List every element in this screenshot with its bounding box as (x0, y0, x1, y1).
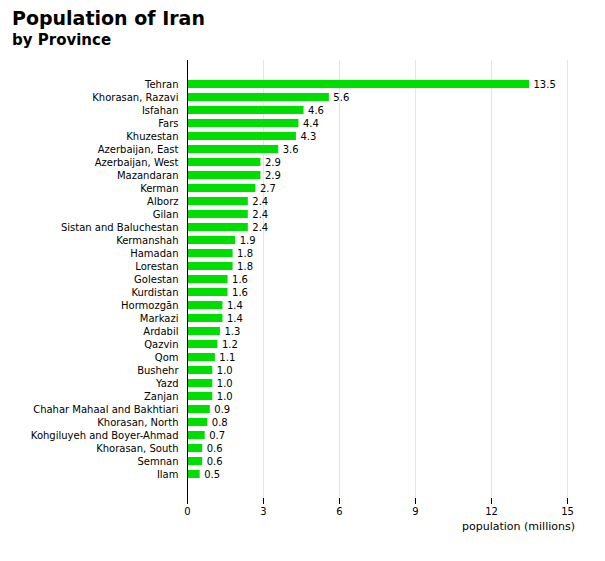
svg-text:Zanjan: Zanjan (144, 391, 179, 402)
svg-text:Hormozgān: Hormozgān (121, 300, 179, 311)
html-text:population (millions): population (millions) (462, 520, 575, 533)
svg-text:Khorasan, South: Khorasan, South (96, 443, 178, 454)
svg-text:2.9: 2.9 (265, 170, 281, 181)
svg-text:Ardabil: Ardabil (143, 326, 178, 337)
svg-text:1.6: 1.6 (232, 274, 248, 285)
svg-text:1.3: 1.3 (224, 326, 240, 337)
svg-text:6: 6 (336, 506, 342, 517)
svg-text:1.8: 1.8 (237, 248, 253, 259)
svg-text:Azerbaijan, West: Azerbaijan, West (95, 157, 179, 168)
svg-text:Alborz: Alborz (147, 196, 178, 207)
svg-text:2.4: 2.4 (252, 196, 268, 207)
svg-text:Azerbaijan, East: Azerbaijan, East (98, 144, 179, 155)
svg-text:2.4: 2.4 (252, 209, 268, 220)
svg-text:1.4: 1.4 (227, 300, 243, 311)
svg-text:4.6: 4.6 (308, 105, 324, 116)
svg-text:13.5: 13.5 (534, 79, 556, 90)
svg-text:15: 15 (561, 506, 574, 517)
svg-text:1.9: 1.9 (240, 235, 256, 246)
svg-text:Markazi: Markazi (140, 313, 179, 324)
svg-text:Khorasan, Razavi: Khorasan, Razavi (92, 92, 178, 103)
svg-text:0.6: 0.6 (207, 456, 223, 467)
svg-text:Kerman: Kerman (140, 183, 178, 194)
svg-text:Yazd: Yazd (155, 378, 178, 389)
svg-text:3: 3 (260, 506, 266, 517)
svg-text:2.4: 2.4 (252, 222, 268, 233)
svg-text:Kurdistan: Kurdistan (131, 287, 178, 298)
svg-text:4.3: 4.3 (300, 131, 316, 142)
svg-text:Ilam: Ilam (157, 469, 179, 480)
svg-text:1.4: 1.4 (227, 313, 243, 324)
svg-text:Sistan and Baluchestan: Sistan and Baluchestan (61, 222, 179, 233)
svg-text:5.6: 5.6 (333, 92, 349, 103)
svg-text:Kohgiluyeh and Boyer-Ahmad: Kohgiluyeh and Boyer-Ahmad (31, 430, 179, 441)
svg-text:0.8: 0.8 (212, 417, 228, 428)
svg-text:Gilan: Gilan (153, 209, 179, 220)
svg-text:1.0: 1.0 (217, 391, 233, 402)
svg-text:0.5: 0.5 (204, 469, 220, 480)
svg-text:Hamadan: Hamadan (130, 248, 178, 259)
svg-text:0: 0 (184, 506, 190, 517)
svg-text:Qazvin: Qazvin (144, 339, 178, 350)
svg-text:0.7: 0.7 (209, 430, 225, 441)
svg-text:Kermanshah: Kermanshah (116, 235, 178, 246)
svg-text:9: 9 (412, 506, 418, 517)
svg-text:1.8: 1.8 (237, 261, 253, 272)
svg-text:1.1: 1.1 (219, 352, 235, 363)
html-text:by Province: by Province (12, 31, 112, 49)
svg-text:1.0: 1.0 (217, 365, 233, 376)
svg-text:0.6: 0.6 (207, 443, 223, 454)
svg-text:Isfahan: Isfahan (142, 105, 179, 116)
svg-text:Mazandaran: Mazandaran (117, 170, 179, 181)
svg-text:Bushehr: Bushehr (137, 365, 179, 376)
svg-text:Lorestan: Lorestan (135, 261, 178, 272)
svg-text:2.9: 2.9 (265, 157, 281, 168)
svg-text:1.6: 1.6 (232, 287, 248, 298)
svg-text:Golestan: Golestan (134, 274, 178, 285)
svg-text:Khuzestan: Khuzestan (126, 131, 178, 142)
svg-text:3.6: 3.6 (283, 144, 299, 155)
svg-text:Semnan: Semnan (137, 456, 178, 467)
svg-text:Fars: Fars (158, 118, 178, 129)
svg-text:Qom: Qom (155, 352, 179, 363)
svg-text:Chahar Mahaal and Bakhtiari: Chahar Mahaal and Bakhtiari (33, 404, 178, 415)
svg-text:1.2: 1.2 (222, 339, 238, 350)
svg-text:1.0: 1.0 (217, 378, 233, 389)
svg-text:Tehran: Tehran (144, 79, 178, 90)
svg-text:0.9: 0.9 (214, 404, 230, 415)
svg-text:Khorasan, North: Khorasan, North (97, 417, 178, 428)
svg-text:4.4: 4.4 (303, 118, 319, 129)
html-text:Population of Iran: Population of Iran (12, 7, 205, 29)
svg-text:2.7: 2.7 (260, 183, 276, 194)
svg-text:12: 12 (485, 506, 498, 517)
